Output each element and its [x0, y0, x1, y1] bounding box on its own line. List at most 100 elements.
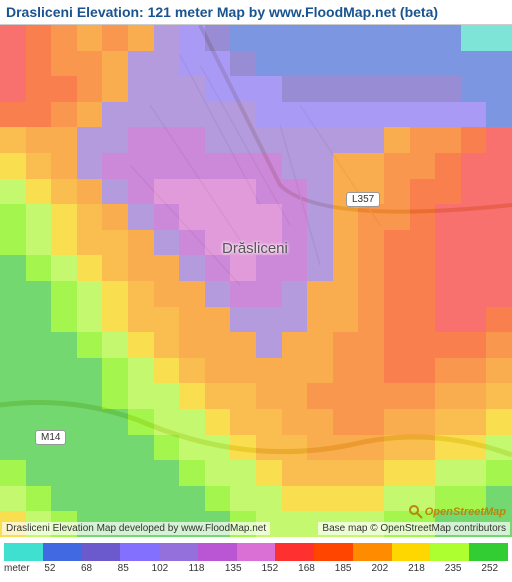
elevation-cell [179, 179, 205, 205]
elevation-cell [410, 281, 436, 307]
elevation-cell [179, 409, 205, 435]
elevation-cell [102, 281, 128, 307]
elevation-cell [51, 383, 77, 409]
elevation-cell [307, 179, 333, 205]
map-area[interactable]: Drăsliceni L357M14 OpenStreetMap Draslic… [0, 25, 512, 537]
elevation-cell [154, 25, 180, 51]
elevation-cell [256, 281, 282, 307]
elevation-cell [205, 127, 231, 153]
elevation-cell [410, 102, 436, 128]
elevation-cell [435, 435, 461, 461]
elevation-cell [77, 230, 103, 256]
elevation-cell [154, 102, 180, 128]
elevation-cell [77, 358, 103, 384]
elevation-cell [282, 255, 308, 281]
elevation-cell [179, 25, 205, 51]
elevation-cell [486, 230, 512, 256]
elevation-cell [154, 409, 180, 435]
elevation-cell [282, 179, 308, 205]
elevation-cell [102, 460, 128, 486]
elevation-cell [461, 153, 487, 179]
elevation-cell [102, 332, 128, 358]
elevation-cell [205, 383, 231, 409]
elevation-cell [410, 76, 436, 102]
elevation-cell [384, 76, 410, 102]
elevation-cell [384, 409, 410, 435]
elevation-cell [410, 127, 436, 153]
elevation-cell [179, 153, 205, 179]
elevation-cell [358, 127, 384, 153]
legend-segment [4, 543, 43, 561]
elevation-cell [307, 51, 333, 77]
elevation-cell [307, 307, 333, 333]
elevation-cell [410, 435, 436, 461]
elevation-cell [102, 358, 128, 384]
elevation-cell [51, 358, 77, 384]
elevation-cell [230, 25, 256, 51]
elevation-cell [0, 51, 26, 77]
elevation-cell [486, 204, 512, 230]
elevation-cell [435, 76, 461, 102]
elevation-cell [205, 486, 231, 512]
elevation-cell [435, 460, 461, 486]
elevation-cell [410, 230, 436, 256]
elevation-cell [333, 230, 359, 256]
elevation-cell [230, 307, 256, 333]
elevation-cell [179, 383, 205, 409]
elevation-cell [435, 332, 461, 358]
elevation-cell [179, 486, 205, 512]
elevation-cell [154, 281, 180, 307]
elevation-cell [486, 255, 512, 281]
elevation-cell [256, 102, 282, 128]
elevation-cell [0, 486, 26, 512]
elevation-cell [307, 486, 333, 512]
elevation-cell [461, 127, 487, 153]
elevation-cell [77, 204, 103, 230]
elevation-cell [486, 307, 512, 333]
elevation-cell [358, 409, 384, 435]
elevation-cell [26, 127, 52, 153]
elevation-cell [51, 281, 77, 307]
elevation-cell [333, 486, 359, 512]
elevation-cell [256, 409, 282, 435]
elevation-cell [179, 460, 205, 486]
elevation-cell [410, 204, 436, 230]
elevation-cell [128, 486, 154, 512]
elevation-cell [51, 153, 77, 179]
elevation-cell [0, 358, 26, 384]
elevation-cell [0, 179, 26, 205]
elevation-cell [461, 358, 487, 384]
elevation-cell [128, 179, 154, 205]
elevation-cell [205, 307, 231, 333]
elevation-cell [230, 358, 256, 384]
elevation-cell [205, 25, 231, 51]
elevation-cell [282, 460, 308, 486]
elevation-cell [230, 255, 256, 281]
elevation-cell [461, 102, 487, 128]
elevation-cell [154, 383, 180, 409]
elevation-cell [102, 25, 128, 51]
elevation-cell [51, 486, 77, 512]
elevation-cell [77, 25, 103, 51]
elevation-cell [128, 332, 154, 358]
osm-logo[interactable]: OpenStreetMap [409, 505, 506, 519]
elevation-cell [179, 435, 205, 461]
elevation-cell [205, 460, 231, 486]
elevation-cell [435, 383, 461, 409]
elevation-cell [77, 281, 103, 307]
elevation-cell [256, 332, 282, 358]
elevation-cell [230, 332, 256, 358]
elevation-cell [102, 127, 128, 153]
elevation-cell [307, 127, 333, 153]
elevation-cell [154, 230, 180, 256]
elevation-cell [128, 76, 154, 102]
elevation-cell [461, 179, 487, 205]
elevation-cell [77, 179, 103, 205]
elevation-cell [307, 435, 333, 461]
elevation-cell [333, 153, 359, 179]
elevation-cell [256, 486, 282, 512]
elevation-cell [51, 332, 77, 358]
elevation-cell [230, 204, 256, 230]
elevation-cell [51, 102, 77, 128]
elevation-cell [486, 179, 512, 205]
